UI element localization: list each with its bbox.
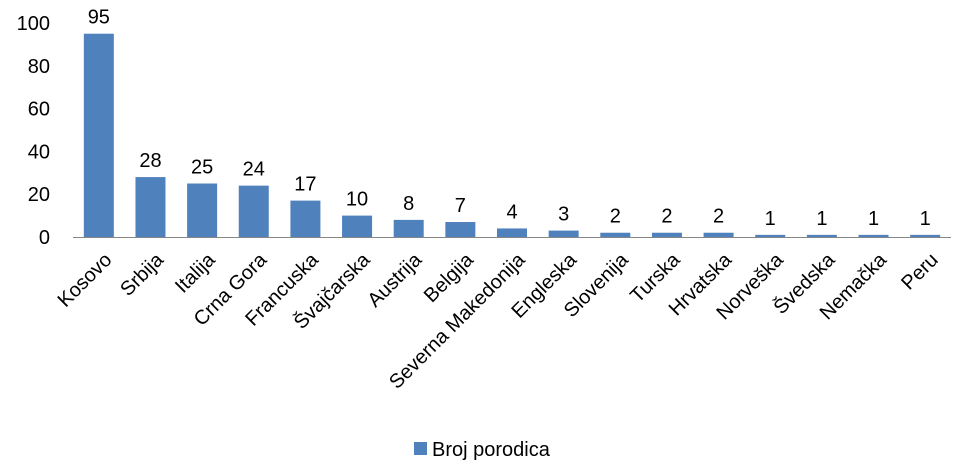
y-tick-label: 20 bbox=[28, 184, 50, 206]
bar bbox=[445, 222, 476, 237]
data-label: 1 bbox=[920, 208, 931, 230]
bar bbox=[497, 228, 527, 237]
bar bbox=[238, 185, 269, 237]
legend-label: Broj porodica bbox=[432, 439, 551, 460]
bar bbox=[858, 234, 889, 237]
y-tick-label: 100 bbox=[17, 13, 50, 35]
data-label: 2 bbox=[610, 206, 621, 228]
data-label: 4 bbox=[506, 201, 517, 223]
data-label: 25 bbox=[191, 157, 213, 179]
bar bbox=[290, 200, 321, 237]
bar bbox=[548, 230, 579, 237]
bar bbox=[910, 234, 941, 237]
data-label: 24 bbox=[243, 159, 265, 181]
data-label: 7 bbox=[455, 195, 466, 217]
x-tick-label: Srbija bbox=[116, 248, 168, 300]
bars bbox=[83, 33, 941, 238]
x-tick-label: Peru bbox=[897, 249, 942, 294]
legend: Broj porodica bbox=[414, 439, 551, 461]
y-axis: 0 20 40 60 80 100 bbox=[17, 13, 50, 249]
y-tick-label: 0 bbox=[39, 227, 50, 249]
bar bbox=[600, 232, 631, 237]
data-label: 1 bbox=[816, 208, 827, 230]
bar bbox=[651, 232, 682, 237]
data-label: 17 bbox=[294, 174, 316, 196]
data-label: 10 bbox=[346, 189, 368, 211]
x-tick-label: Kosovo bbox=[54, 249, 117, 312]
y-tick-label: 40 bbox=[28, 141, 50, 163]
bar bbox=[755, 234, 786, 237]
legend-swatch bbox=[414, 442, 427, 455]
x-tick-label: Italija bbox=[171, 248, 220, 297]
data-label: 95 bbox=[88, 7, 110, 29]
x-tick-label: Austrija bbox=[364, 248, 427, 311]
bar bbox=[806, 234, 837, 237]
data-labels: 95 28 25 24 17 10 8 7 4 3 2 2 2 1 1 1 1 bbox=[88, 7, 931, 230]
bar bbox=[135, 177, 166, 237]
data-label: 8 bbox=[403, 193, 414, 215]
bar bbox=[83, 33, 114, 238]
data-label: 28 bbox=[139, 150, 161, 172]
data-label: 3 bbox=[558, 204, 569, 226]
y-tick-label: 60 bbox=[28, 99, 50, 121]
bar bbox=[703, 232, 734, 237]
data-label: 2 bbox=[661, 206, 672, 228]
data-label: 1 bbox=[765, 208, 776, 230]
bar bbox=[342, 215, 373, 237]
y-tick-label: 80 bbox=[28, 56, 50, 78]
bar bbox=[393, 219, 424, 237]
data-label: 1 bbox=[868, 208, 879, 230]
bar bbox=[187, 183, 218, 237]
data-label: 2 bbox=[713, 206, 724, 228]
